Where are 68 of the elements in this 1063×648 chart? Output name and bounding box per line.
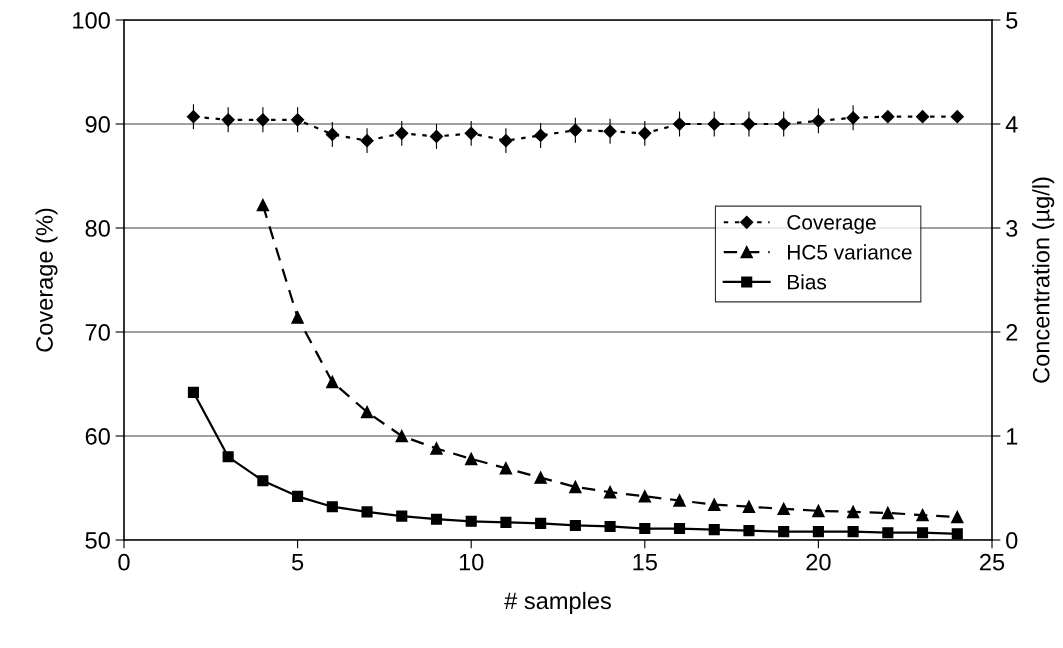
- point: [707, 498, 721, 511]
- point: [673, 523, 686, 535]
- point: [882, 527, 894, 539]
- point: [603, 485, 617, 499]
- y-tick-label: 90: [85, 116, 110, 133]
- point: [917, 527, 929, 539]
- point: [604, 520, 616, 533]
- x-tick-label: 10: [459, 553, 484, 571]
- point: [708, 524, 720, 536]
- point: [916, 508, 929, 522]
- legend-label: Bias: [787, 274, 827, 290]
- y-tick-label: 70: [85, 324, 110, 341]
- point: [464, 452, 478, 466]
- point: [291, 311, 304, 324]
- y-tick-label: 60: [85, 428, 110, 445]
- y-tick-label: 100: [73, 12, 110, 29]
- y2-tick-label: 3: [1006, 220, 1018, 237]
- x-tick-label: 20: [806, 553, 831, 571]
- point: [639, 523, 651, 535]
- point: [535, 517, 547, 529]
- point: [257, 475, 269, 487]
- point: [500, 516, 512, 528]
- y-tick-label: 50: [85, 532, 110, 549]
- point: [742, 500, 756, 513]
- point: [812, 526, 824, 538]
- y2-axis-title: Concentration (µg/l): [1032, 177, 1055, 383]
- point: [846, 505, 860, 519]
- point: [326, 375, 339, 389]
- y2-tick-label: 1: [1006, 428, 1018, 445]
- point: [812, 504, 825, 518]
- legend-label: Coverage: [787, 215, 876, 234]
- point: [430, 442, 443, 455]
- point: [395, 429, 409, 443]
- point: [326, 501, 338, 513]
- point: [778, 526, 790, 538]
- point: [569, 480, 582, 494]
- x-tick-label: 0: [118, 553, 130, 571]
- point: [777, 502, 790, 516]
- point: [187, 386, 199, 398]
- x-tick-label: 5: [291, 554, 304, 571]
- point: [256, 198, 270, 212]
- point: [465, 515, 477, 527]
- point: [499, 461, 513, 475]
- point: [951, 528, 963, 540]
- legend-label: HC5 variance: [787, 244, 912, 260]
- point: [673, 494, 686, 507]
- point: [951, 510, 964, 524]
- y2-tick-label: 0: [1006, 532, 1018, 549]
- point: [361, 506, 373, 518]
- y2-tick-label: 4: [1005, 116, 1018, 133]
- point: [847, 526, 859, 538]
- point: [881, 506, 895, 520]
- y2-tick-label: 5: [1006, 12, 1018, 29]
- point: [569, 519, 581, 531]
- point: [638, 490, 652, 503]
- x-axis-title: # samples: [504, 591, 611, 614]
- point: [396, 510, 408, 522]
- point: [743, 525, 755, 537]
- point: [222, 451, 234, 463]
- point: [360, 405, 374, 419]
- x-tick-label: 25: [980, 553, 1005, 571]
- y-axis-title: Coverage (%): [35, 208, 58, 352]
- point: [292, 490, 304, 502]
- y-tick-label: 80: [85, 220, 110, 237]
- x-tick-label: 15: [633, 554, 657, 571]
- point: [534, 471, 547, 484]
- point: [430, 513, 443, 525]
- y2-tick-label: 2: [1006, 324, 1018, 341]
